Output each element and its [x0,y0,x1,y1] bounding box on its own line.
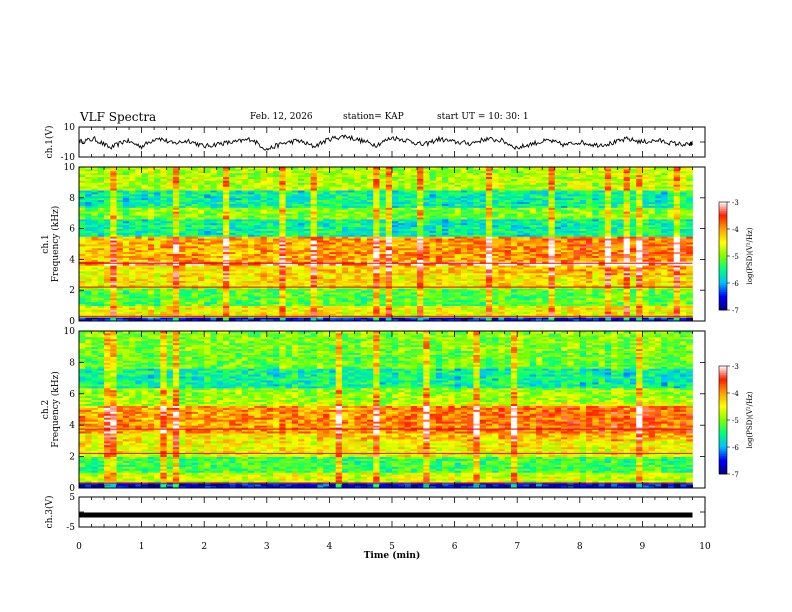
heatmap-ch1-spectrogram [79,167,693,322]
station-label: station= KAP [343,112,404,122]
series-line-ch1-waveform [78,134,693,151]
x-tick-label-2: 2 [201,542,207,552]
y-tick-label-ch1-spectrogram-1: 2 [69,286,75,296]
colorbar-tick-label-ch1-spectrogram-2: -5 [732,253,739,261]
y-axis-label-ch1-spectrogram: ch.1Frequency (kHz) [41,206,61,283]
x-tick-label-10: 10 [699,542,711,552]
x-tick-label-4: 4 [327,542,333,552]
y-tick-label-ch3-waveform-bottom: -5 [66,523,75,533]
y-tick-label-ch1-spectrogram-3: 6 [69,225,75,235]
y-tick-label-ch3-waveform-top: 5 [69,493,75,503]
y-tick-label-ch1-waveform-top: 10 [64,123,76,133]
y-tick-label-ch2-spectrogram-1: 2 [69,453,75,463]
colorbar-label-ch2-spectrogram: log(PSD)(V²/Hz) [746,391,754,448]
x-tick-label-7: 7 [514,542,520,552]
y-tick-label-ch1-spectrogram-2: 4 [69,255,75,265]
x-tick-label-0: 0 [76,542,82,552]
colorbar-label-ch1-spectrogram: log(PSD)(V²/Hz) [746,227,754,284]
colorbar-tick-label-ch2-spectrogram-4: -7 [732,471,739,479]
y-tick-label-ch1-spectrogram-0: 0 [69,317,75,327]
x-tick-label-1: 1 [139,542,145,552]
date-label: Feb. 12, 2026 [250,112,313,122]
y-tick-label-ch2-spectrogram-2: 4 [69,421,75,431]
y-tick-label-ch2-spectrogram-5: 10 [64,327,76,337]
colorbar-tick-label-ch1-spectrogram-3: -6 [732,280,739,288]
x-tick-label-3: 3 [264,542,270,552]
y-tick-label-ch2-spectrogram-0: 0 [69,484,75,494]
chart-title: VLF Spectra [80,110,157,124]
x-axis-label: Time (min) [364,550,421,561]
colorbar-tick-label-ch1-spectrogram-0: -3 [732,199,739,207]
y-tick-label-ch1-waveform-bottom: -10 [61,153,76,163]
y-tick-label-ch1-spectrogram-5: 10 [64,163,76,173]
x-tick-label-5: 5 [389,542,395,552]
y-tick-label-ch2-spectrogram-4: 8 [69,358,75,368]
x-tick-label-8: 8 [577,542,583,552]
y-tick-label-ch2-spectrogram-3: 6 [69,390,75,400]
colorbar-tick-label-ch1-spectrogram-1: -4 [732,226,739,234]
y-axis-label-ch1-waveform: ch.1(V) [44,126,55,159]
colorbar-ch1-spectrogram [719,202,727,311]
colorbar-tick-label-ch2-spectrogram-0: -3 [732,363,739,371]
series-line-ch3-waveform [79,512,693,518]
colorbar-tick-label-ch2-spectrogram-3: -6 [732,444,739,452]
colorbar-tick-label-ch2-spectrogram-1: -4 [732,390,739,398]
colorbar-ch2-spectrogram [719,366,727,475]
y-axis-label-ch3-waveform: ch.3(V) [44,496,55,529]
colorbar-tick-label-ch1-spectrogram-4: -7 [732,307,739,315]
x-tick-label-6: 6 [452,542,458,552]
heatmap-ch2-spectrogram [79,331,693,489]
y-axis-label-ch2-spectrogram: ch.2Frequency (kHz) [41,371,61,448]
x-tick-label-9: 9 [640,542,646,552]
start-time-label: start UT = 10: 30: 1 [437,112,529,122]
y-tick-label-ch1-spectrogram-4: 8 [69,194,75,204]
colorbar-tick-label-ch2-spectrogram-2: -5 [732,417,739,425]
